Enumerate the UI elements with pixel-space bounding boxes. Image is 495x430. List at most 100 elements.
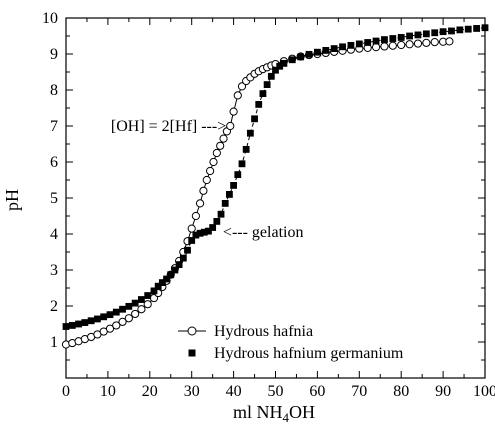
data-point: [188, 237, 196, 244]
data-point: [118, 317, 127, 326]
data-point: [364, 39, 372, 46]
data-point: [297, 53, 305, 61]
y-axis: 1 2 3 4 5 6 7 8 9 10: [42, 10, 485, 379]
data-point: [171, 266, 179, 274]
data-point: [431, 29, 439, 37]
data-point: [167, 271, 175, 279]
data-point: [209, 157, 218, 167]
data-point: [68, 322, 76, 329]
data-point: [481, 24, 489, 32]
series-1: [61, 37, 454, 349]
x-tick-label: 0: [62, 383, 70, 400]
data-point: [422, 30, 430, 38]
data-point: [397, 40, 406, 50]
y-tick-label: 3: [50, 262, 58, 279]
x-tick-label: 50: [268, 383, 284, 400]
data-point: [195, 199, 205, 208]
x-tick-label: 90: [435, 383, 451, 400]
data-point: [144, 292, 152, 299]
data-point: [192, 231, 200, 239]
data-point: [125, 302, 133, 310]
data-point: [163, 275, 170, 283]
data-point: [202, 175, 211, 185]
legend-marker-series-1: [187, 326, 197, 336]
x-tick-label: 100: [473, 383, 495, 400]
legend-marker-series-2: [188, 349, 196, 357]
data-point: [205, 227, 212, 235]
x-tick-label: 10: [100, 383, 116, 400]
y-tick-label: 1: [50, 334, 58, 351]
y-tick-label: 10: [42, 10, 58, 27]
data-point: [150, 287, 158, 295]
y-tick-label: 7: [50, 118, 58, 135]
legend-label-series-2: Hydrous hafnium germanium: [214, 345, 404, 362]
x-tick-label: 30: [184, 383, 200, 400]
series-layer: [61, 24, 489, 349]
data-point: [237, 82, 247, 91]
annotation-gelation: <--- gelation: [223, 224, 304, 241]
data-point: [119, 305, 126, 313]
data-point: [131, 309, 140, 319]
data-point: [124, 314, 133, 323]
data-point: [314, 48, 321, 56]
data-point: [339, 43, 346, 51]
data-point: [251, 115, 258, 123]
data-point: [448, 27, 455, 35]
data-point: [94, 315, 101, 323]
data-point: [106, 311, 114, 319]
data-point: [388, 41, 397, 50]
data-point: [238, 160, 246, 168]
legend: Hydrous hafnia Hydrous hafnium germanium: [178, 323, 404, 362]
data-point: [464, 25, 472, 33]
data-point: [389, 35, 397, 42]
data-point: [405, 40, 414, 49]
x-tick-label: 70: [351, 383, 367, 400]
data-point: [213, 218, 221, 225]
y-tick-label: 8: [50, 82, 58, 99]
data-point: [81, 319, 89, 326]
data-point: [100, 313, 108, 321]
data-point: [380, 42, 389, 51]
series-2: [62, 24, 489, 330]
data-point: [272, 66, 279, 74]
data-point: [217, 210, 225, 218]
data-point: [105, 324, 115, 333]
data-point: [209, 224, 217, 231]
data-point: [371, 43, 381, 52]
data-point: [255, 101, 263, 108]
x-tick-label: 40: [226, 383, 242, 400]
data-point: [158, 279, 166, 286]
data-point: [322, 47, 330, 54]
data-point: [62, 323, 70, 330]
data-point: [413, 39, 423, 48]
data-point: [212, 148, 221, 158]
data-point: [87, 317, 95, 325]
data-point: [355, 40, 363, 48]
y-tick-label: 2: [50, 298, 58, 315]
data-point: [439, 28, 447, 36]
data-point: [414, 31, 422, 39]
data-point: [154, 282, 162, 290]
data-point: [233, 91, 242, 100]
data-point: [143, 300, 152, 309]
data-point: [445, 37, 454, 46]
x-tick-label: 20: [142, 383, 158, 400]
annotation-oh-hf: [OH] = 2[Hf] --->: [111, 118, 226, 135]
y-tick-label: 5: [50, 190, 58, 207]
data-point: [138, 296, 145, 303]
data-point: [191, 211, 200, 221]
data-point: [422, 38, 431, 47]
annotation-layer: [OH] = 2[Hf] ---> <--- gelation: [111, 118, 304, 241]
data-point: [221, 200, 229, 207]
data-point: [456, 26, 464, 34]
data-point: [184, 246, 191, 254]
data-point: [347, 41, 355, 49]
data-point: [199, 186, 208, 195]
data-point: [226, 121, 235, 131]
data-point: [131, 299, 139, 307]
x-tick-label: 60: [309, 383, 325, 400]
data-point: [234, 171, 242, 178]
data-point: [280, 59, 288, 67]
data-point: [263, 81, 271, 88]
data-point: [397, 34, 405, 41]
